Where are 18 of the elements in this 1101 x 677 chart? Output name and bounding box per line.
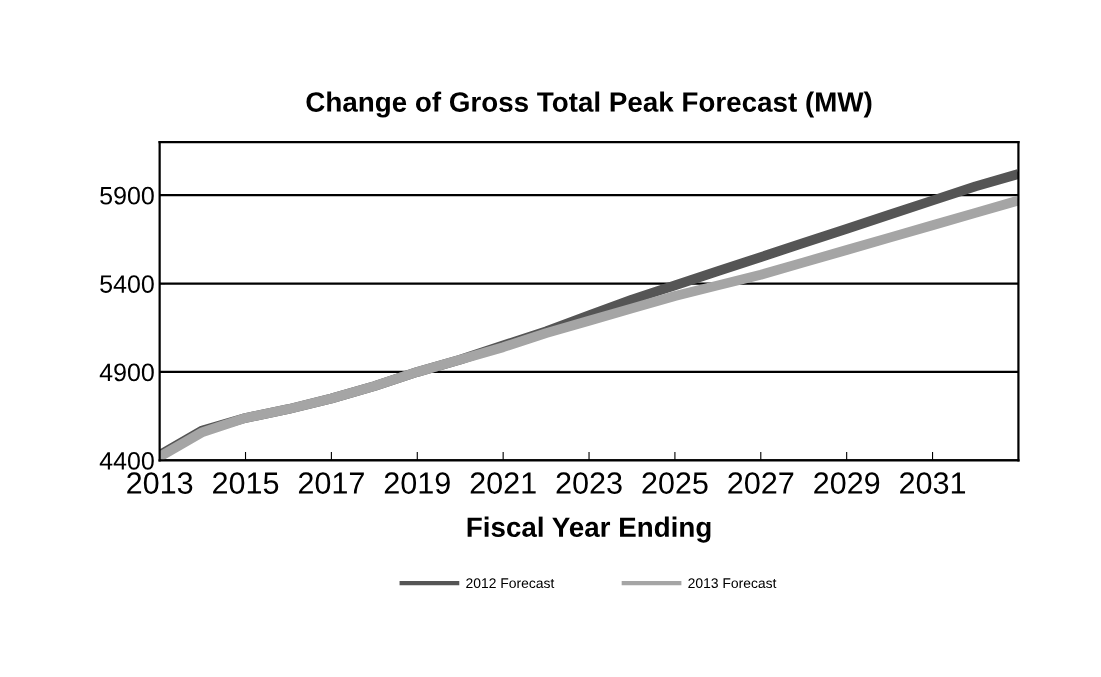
y-tick-label: 5900 <box>100 186 154 205</box>
x-tick-label: 2019 <box>384 472 450 494</box>
chart-title: Change of Gross Total Peak Forecast (MW) <box>306 91 872 118</box>
y-tick-label: 4400 <box>99 451 154 470</box>
legend-label: 2012 Forecast <box>466 578 555 589</box>
y-tick-label: 5400 <box>100 275 154 293</box>
x-tick-label: 2021 <box>470 472 536 494</box>
x-tick-label: 2017 <box>298 472 364 494</box>
x-tick-label: 2013 <box>127 472 193 494</box>
y-tick-label: 4900 <box>99 363 154 382</box>
x-tick-label: 2029 <box>814 472 880 494</box>
x-tick-label: 2027 <box>728 472 794 494</box>
x-tick-label: 2031 <box>900 472 966 494</box>
x-axis-title: Fiscal Year Ending <box>467 516 711 543</box>
x-tick-label: 2025 <box>642 472 708 494</box>
legend-label: 2013 Forecast <box>688 578 777 589</box>
x-tick-label: 2015 <box>213 472 279 494</box>
x-tick-label: 2023 <box>556 472 622 494</box>
